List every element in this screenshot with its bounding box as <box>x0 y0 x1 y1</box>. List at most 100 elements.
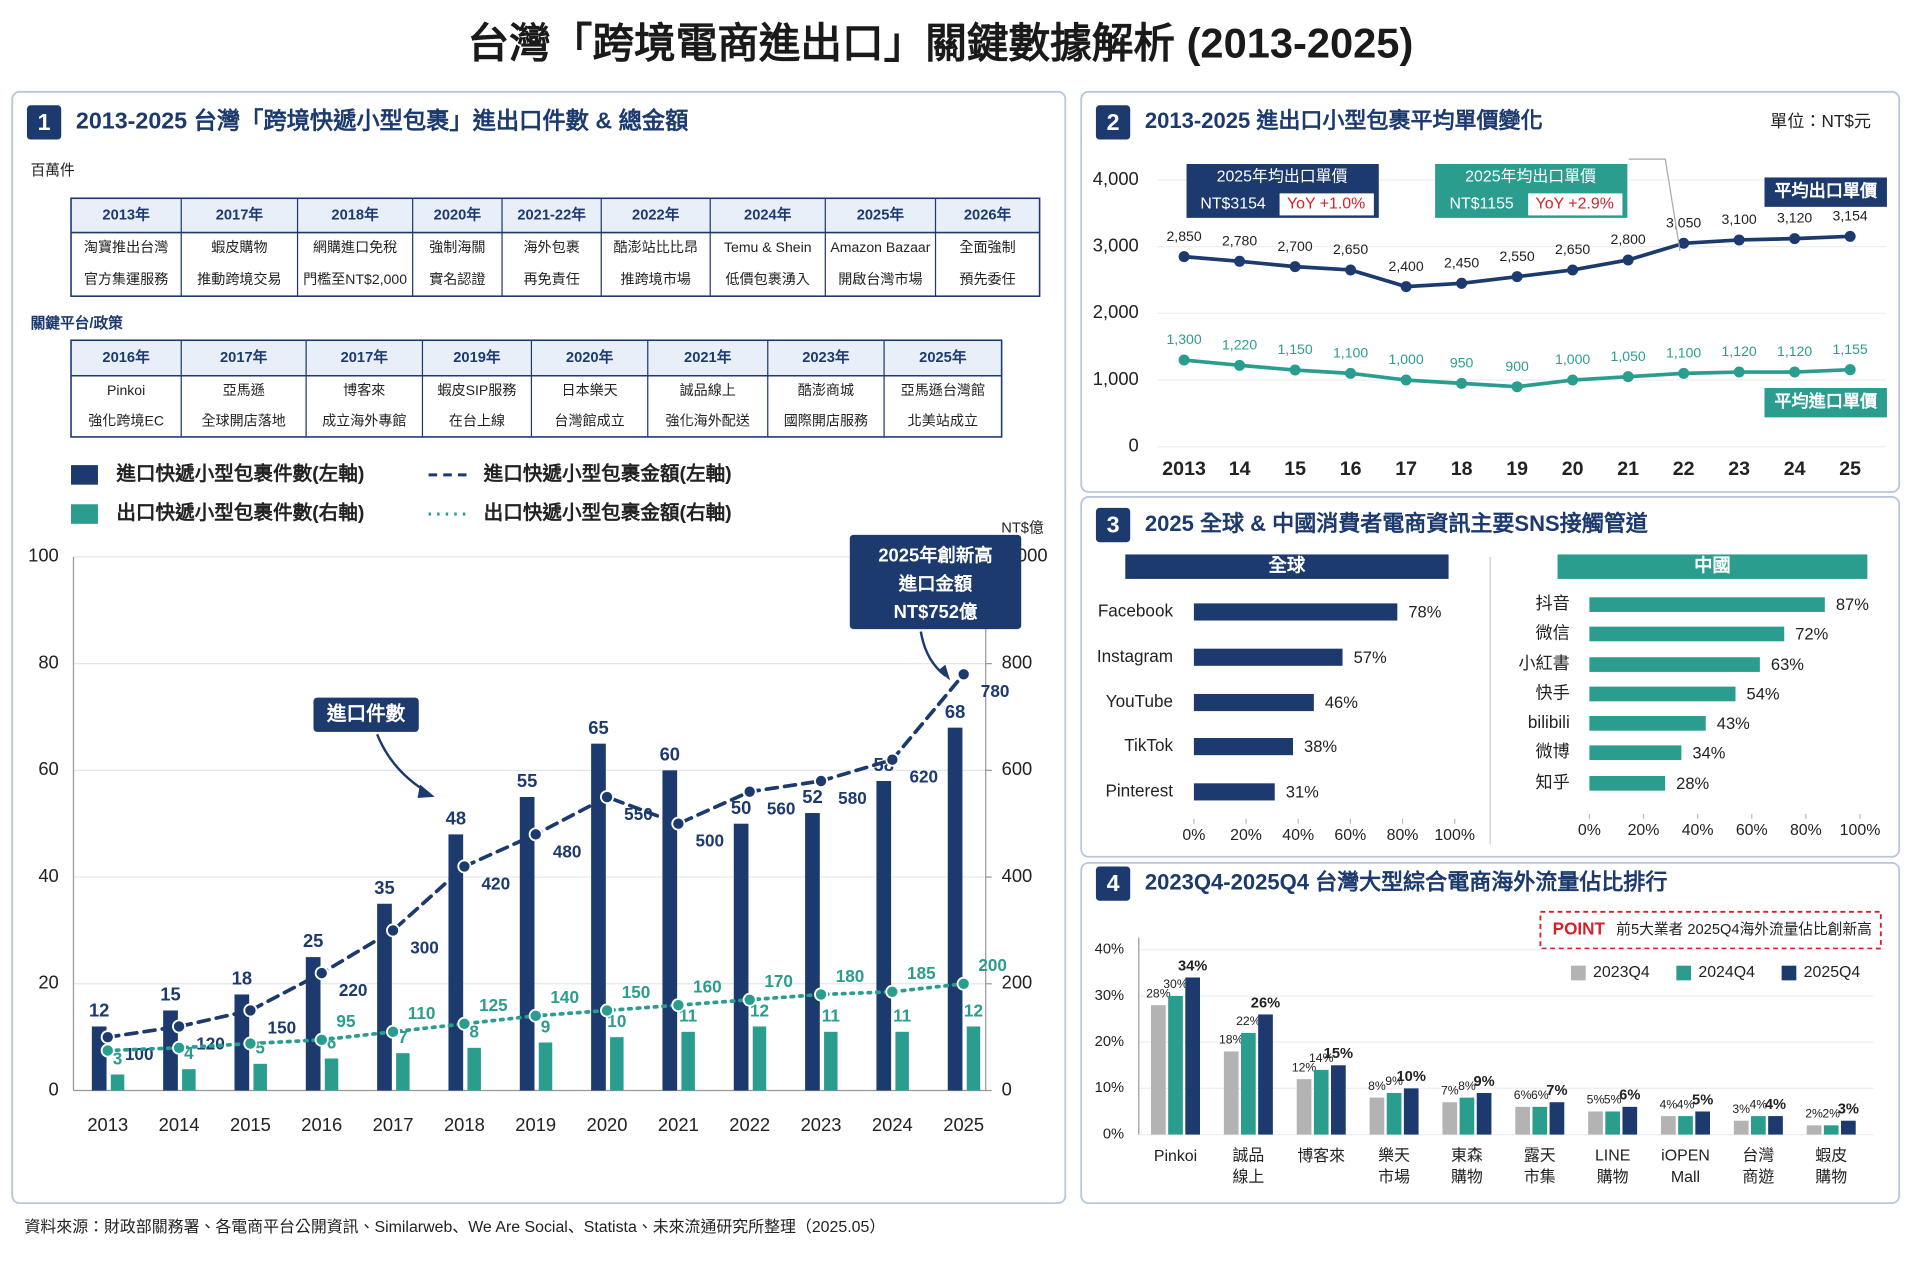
table-event: 成立海外專館 <box>322 412 406 428</box>
data-label: 72% <box>1795 625 1828 644</box>
line-point <box>1567 374 1579 386</box>
table-event: 亞馬遜 <box>223 382 265 398</box>
line-point <box>1733 234 1745 246</box>
data-label: 300 <box>410 937 439 957</box>
data-label: 50 <box>731 797 751 818</box>
data-label: 2,800 <box>1611 231 1646 247</box>
table-event: 官方集運服務 <box>84 271 168 287</box>
bar <box>1369 1097 1385 1135</box>
category-label: bilibili <box>1528 712 1570 732</box>
bar <box>182 1069 196 1091</box>
text-line: 蝦皮 <box>1815 1147 1847 1165</box>
data-label: 2,550 <box>1500 248 1535 264</box>
x-tick-label: 22 <box>1673 458 1695 480</box>
line-point <box>1678 367 1690 379</box>
data-label: 5 <box>255 1038 265 1058</box>
bar <box>1193 738 1293 756</box>
bar <box>1549 1102 1565 1135</box>
table-frame <box>70 197 1041 297</box>
table-event: 酷澎商城 <box>798 382 854 398</box>
bar <box>681 1031 695 1091</box>
bar <box>1532 1106 1548 1135</box>
panel-badge <box>1095 105 1131 140</box>
data-label: 10 <box>607 1011 626 1031</box>
bar <box>947 727 963 1091</box>
category-label: 小紅書 <box>1518 653 1569 673</box>
table-event: 強化跨境EC <box>88 412 164 428</box>
line-point <box>100 1030 115 1045</box>
table-year: 2016年 <box>102 348 150 366</box>
data-label: 15 <box>160 984 180 1005</box>
line-point <box>600 789 615 805</box>
table-label: 關鍵平台/政策 <box>31 314 124 332</box>
data-label: 9% <box>1473 1074 1494 1090</box>
data-label: 780 <box>981 681 1010 701</box>
line-point <box>956 976 971 991</box>
data-label: 8% <box>1368 1079 1386 1093</box>
bar <box>110 1074 125 1091</box>
bar <box>1806 1125 1822 1135</box>
data-label: 38% <box>1304 737 1337 756</box>
panel-box <box>1080 90 1901 493</box>
data-label: 2% <box>1822 1107 1840 1121</box>
data-label: 6 <box>327 1032 337 1052</box>
text-line: 購物 <box>1597 1168 1629 1186</box>
category-label: 快手 <box>1536 682 1570 702</box>
annotation-badge <box>1279 193 1374 216</box>
legend-swatch <box>71 504 98 524</box>
bar <box>1589 775 1666 791</box>
data-label: 26% <box>1251 995 1280 1011</box>
bar <box>1589 597 1825 612</box>
y-tick-label: 0% <box>1103 1126 1124 1142</box>
table-event: 開啟台灣市場 <box>838 271 922 287</box>
x-tick-label: 14 <box>1229 458 1251 480</box>
line-point <box>172 1040 187 1055</box>
data-label: 550 <box>624 804 653 824</box>
y2-axis-unit: NT$億 <box>1001 520 1044 537</box>
x-tick-label: 25 <box>1839 458 1861 480</box>
table-event: Pinkoi <box>107 382 145 398</box>
data-label: 28% <box>1146 986 1171 1000</box>
line-point <box>172 1019 187 1034</box>
legend-swatch <box>1676 965 1692 981</box>
x-tick-label: 樂天市場 <box>1378 1147 1410 1186</box>
data-label: 2% <box>1805 1107 1823 1121</box>
data-label: 2,780 <box>1222 232 1257 248</box>
table-event: 全面強制 <box>959 239 1015 255</box>
data-label: 31% <box>1286 782 1319 801</box>
connector <box>1628 158 1681 252</box>
table-header-bg <box>71 340 1002 376</box>
line-point <box>1289 364 1301 376</box>
annotation-badge <box>1528 193 1623 216</box>
bar <box>752 1026 767 1091</box>
data-label: 3% <box>1838 1102 1859 1118</box>
data-label: 7 <box>398 1027 408 1047</box>
category-label: 知乎 <box>1536 772 1570 792</box>
x-tick-label: 19 <box>1506 458 1528 480</box>
data-label: 150 <box>268 1017 297 1037</box>
x-tick-label: iOPEN Mall <box>1661 1148 1710 1186</box>
line-point <box>885 984 900 999</box>
data-label: 185 <box>907 963 936 983</box>
bar <box>538 1042 553 1091</box>
text-line: 露天 <box>1524 1148 1556 1165</box>
line-point <box>1289 261 1301 273</box>
x-tick-label: 17 <box>1395 458 1417 480</box>
table-event: 預先委任 <box>959 271 1015 287</box>
data-label: 9 <box>541 1016 551 1036</box>
x-tick-label: 15 <box>1284 458 1306 480</box>
table-event: 國際開店服務 <box>784 412 868 428</box>
y2-tick-label: 200 <box>1002 972 1033 993</box>
table-event: 日本樂天 <box>561 382 617 398</box>
x-tick-label: 2023 <box>801 1114 842 1135</box>
data-label: 60 <box>660 743 680 764</box>
bar <box>377 903 392 1091</box>
panel-number: 1 <box>38 109 51 135</box>
data-label: 1,100 <box>1666 344 1701 360</box>
text-line: 購物 <box>1815 1168 1847 1186</box>
bar <box>234 994 250 1091</box>
data-label: 170 <box>764 971 793 991</box>
line-point <box>956 667 971 682</box>
table-year: 2013年 <box>102 205 150 223</box>
data-label: 580 <box>838 788 867 808</box>
